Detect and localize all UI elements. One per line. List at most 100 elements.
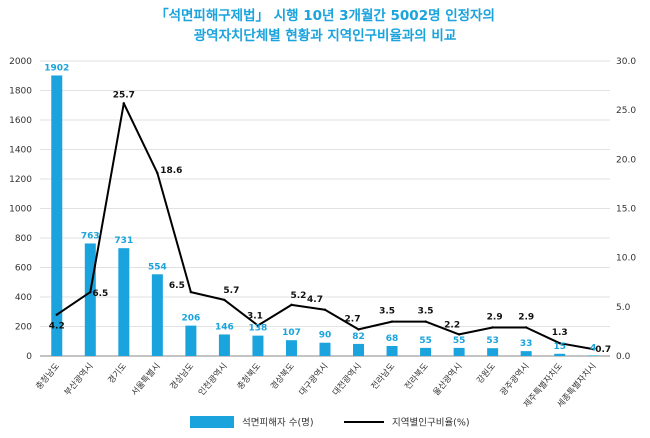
chart-title-line-2: 광역자치단체별 현황과 지역인구비율과의 비교 (194, 27, 457, 44)
line-point (89, 290, 92, 294)
line-point (189, 290, 193, 294)
legend: 석면피해자 수(명) 지역별인구비율(%) (190, 416, 470, 429)
bar-value-label: 33 (520, 339, 533, 349)
line-value-label: 0.7 (595, 345, 611, 355)
bar-value-label: 82 (352, 332, 365, 342)
bar (554, 353, 566, 356)
x-category-label: 광주광역시 (498, 361, 532, 398)
line-point (558, 342, 561, 345)
data-labels: 1902 763 731 554 206 146 138 107 90 82 68 55 55 53 33 1… (44, 63, 611, 355)
y-left-tick-label: 400 (15, 293, 32, 303)
line-value-label: 18.6 (160, 166, 182, 176)
bar-value-label: 53 (486, 336, 499, 346)
y-left-tick-label: 0 (26, 352, 32, 362)
y-right-tick-label: 15.0 (616, 205, 636, 215)
y-left-tick-label: 2000 (9, 57, 32, 67)
bar (51, 75, 63, 356)
x-category-label: 강원도 (474, 361, 498, 386)
bar-value-label: 55 (419, 336, 432, 346)
line-point (491, 326, 494, 329)
y-left-tick-label: 800 (15, 234, 32, 244)
line-point (122, 102, 126, 105)
bar (84, 243, 96, 356)
bar-value-label: 146 (215, 322, 234, 332)
bar (420, 347, 432, 356)
line-value-label: 25.7 (113, 90, 135, 100)
x-category-label: 서울특별시 (129, 361, 163, 398)
line-point (256, 324, 260, 327)
y-right-tick-label: 30.0 (616, 57, 636, 67)
line-series (55, 102, 595, 351)
line-value-label: 3.1 (247, 312, 263, 322)
x-category-label: 경상남도 (168, 361, 197, 392)
y-right-tick-label: 10.0 (616, 254, 636, 264)
x-category-label: 부산광역시 (62, 361, 96, 398)
bar-value-label: 763 (81, 231, 100, 241)
bar-value-label: 554 (148, 262, 167, 272)
legend-bar-swatch (190, 416, 234, 428)
line-value-label: 6.5 (169, 281, 185, 291)
y-left-tick-label: 1400 (9, 146, 32, 156)
bar-value-label: 4 (590, 343, 596, 353)
line-value-label: 3.5 (379, 307, 395, 317)
y-right-tick-label: 20.0 (616, 155, 636, 165)
line-point (524, 326, 528, 329)
line-value-label: 1.3 (552, 328, 568, 338)
axes: 0 200 400 600 800 1000 1200 1400 1600 1800 2000 0.0… (9, 57, 636, 410)
line-value-label: 5.2 (290, 291, 306, 301)
x-category-label: 충청북도 (235, 361, 263, 392)
line-point (55, 313, 58, 316)
y-right-tick-label: 0.0 (616, 352, 631, 362)
bar (353, 343, 365, 356)
line-value-label: 2.7 (345, 314, 361, 324)
bar (118, 248, 130, 356)
y-left-tick-label: 200 (15, 323, 32, 333)
x-category-label: 충청남도 (34, 361, 62, 392)
bar-value-label: 206 (181, 314, 200, 324)
bar-value-label: 731 (114, 236, 133, 246)
chart-title-line-1: 「석면피해구제법」 시행 10년 3개월간 5002명 인정자의 (155, 7, 495, 24)
bar (520, 351, 532, 356)
bar (587, 355, 599, 356)
bar-series (51, 75, 599, 356)
legend-line-label: 지역별인구비율(%) (392, 418, 470, 429)
x-category-label: 울산광역시 (431, 361, 465, 398)
bar (218, 334, 230, 356)
line-value-label: 3.5 (418, 307, 434, 317)
line-point (323, 308, 327, 311)
line-point (290, 303, 293, 307)
line-path (56, 102, 594, 351)
x-category-label: 인천광역시 (196, 361, 230, 398)
x-category-label: 대구광역시 (297, 361, 331, 398)
y-right-tick-label: 25.0 (616, 106, 636, 116)
x-category-label: 전라남도 (369, 361, 398, 392)
line-point (357, 328, 360, 331)
line-value-label: 2.9 (518, 312, 534, 322)
line-value-label: 4.7 (307, 295, 323, 305)
x-category-label: 대전광역시 (330, 361, 364, 398)
bar (319, 342, 331, 356)
bar-value-label: 107 (282, 328, 301, 338)
bar (185, 325, 197, 356)
y-left-tick-label: 1600 (9, 116, 32, 126)
y-left-tick-label: 1000 (9, 205, 32, 215)
bar (386, 345, 398, 356)
grid-lines (40, 60, 610, 327)
line-point (592, 347, 595, 351)
bar (285, 340, 297, 356)
y-left-tick-label: 1200 (9, 175, 32, 185)
chart-title: 「석면피해구제법」 시행 10년 3개월간 5002명 인정자의 광역자치단체별… (155, 7, 495, 44)
line-value-label: 6.5 (92, 289, 108, 299)
line-point (156, 171, 159, 175)
x-category-label: 경상북도 (268, 361, 297, 392)
bar-value-label: 90 (319, 331, 332, 341)
bar-value-label: 15 (553, 342, 566, 352)
bar-value-label: 55 (453, 336, 466, 346)
x-category-label: 전라북도 (402, 361, 431, 392)
line-point (457, 333, 461, 336)
line-value-label: 2.2 (444, 320, 460, 330)
bar (487, 348, 499, 356)
line-point (390, 320, 394, 323)
